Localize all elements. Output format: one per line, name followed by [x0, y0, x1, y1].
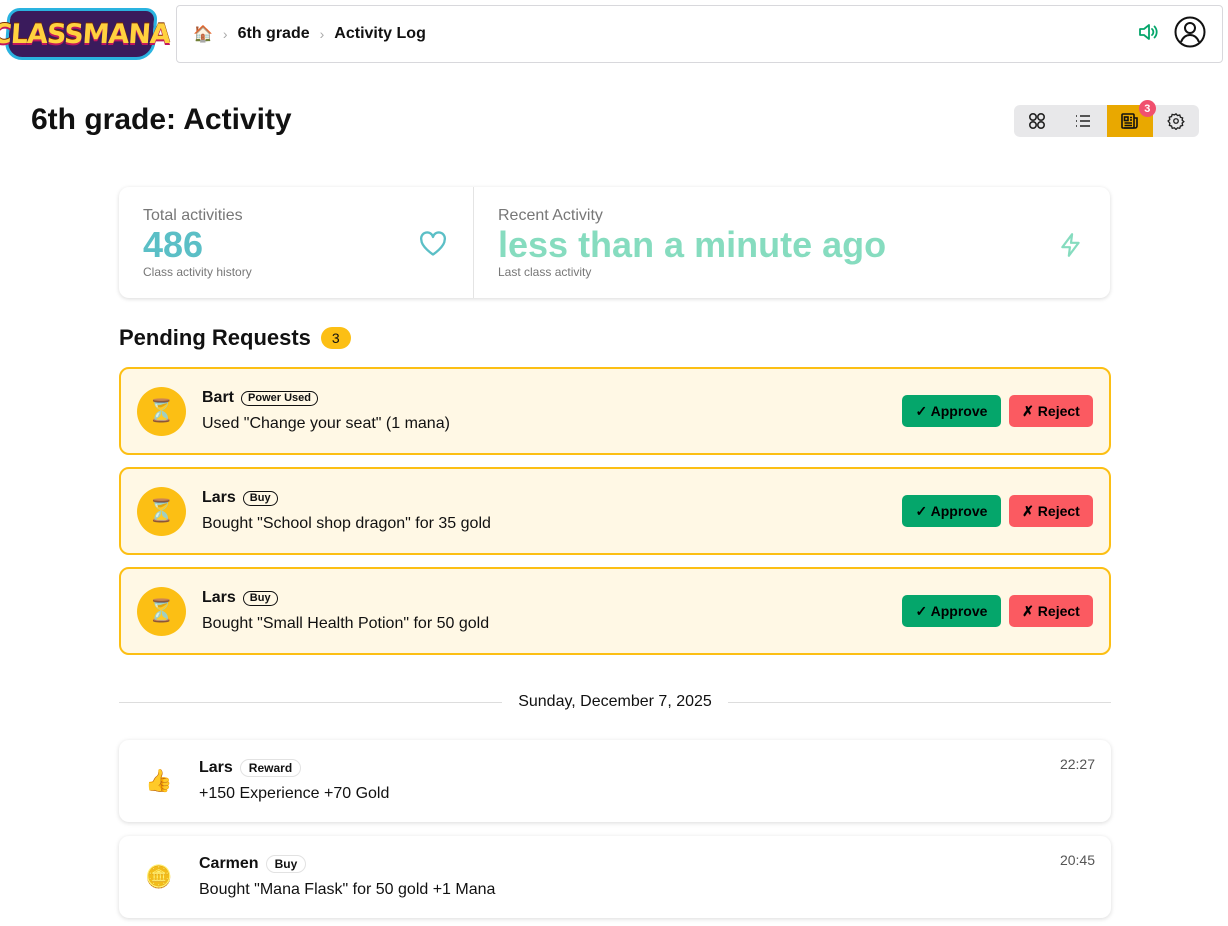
student-name: Lars [199, 759, 233, 776]
approve-button[interactable]: ✓ Approve [902, 395, 1001, 427]
top-bar: 🏠 › 6th grade › Activity Log [176, 5, 1223, 63]
student-name: Lars [202, 489, 236, 506]
grid-view-button[interactable] [1014, 105, 1060, 137]
breadcrumb: 🏠 › 6th grade › Activity Log [193, 24, 426, 44]
date-label: Sunday, December 7, 2025 [518, 693, 712, 710]
request-type-tag: Buy [242, 490, 278, 506]
breadcrumb-class[interactable]: 6th grade [237, 25, 310, 42]
feed-count-badge: 3 [1138, 100, 1156, 117]
breadcrumb-activity-log: Activity Log [334, 25, 426, 42]
settings-button[interactable] [1153, 105, 1199, 137]
section-title: Pending Requests [119, 325, 311, 350]
reject-button[interactable]: ✗ Reject [1009, 495, 1093, 527]
request-type-tag: Buy [242, 590, 278, 606]
pending-requests-header: Pending Requests 3 [119, 325, 351, 351]
recent-activity-stat: Recent Activity less than a minute ago L… [474, 187, 1110, 298]
stat-label: Total activities [143, 207, 243, 224]
user-profile-icon[interactable] [1174, 16, 1206, 53]
stat-label: Recent Activity [498, 207, 603, 224]
activity-description: +150 Experience +70 Gold [199, 785, 390, 802]
request-description: Used "Change your seat" (1 mana) [202, 415, 450, 432]
chevron-right-icon: › [319, 26, 325, 42]
activity-item: 🪙 Carmen Buy Bought "Mana Flask" for 50 g… [119, 836, 1111, 918]
activity-type-tag: Reward [239, 759, 302, 777]
home-icon[interactable]: 🏠 [193, 26, 213, 43]
reject-button[interactable]: ✗ Reject [1009, 595, 1093, 627]
pending-request: ⏳ Lars Buy Bought "School shop dragon" fo… [119, 467, 1111, 555]
request-description: Bought "School shop dragon" for 35 gold [202, 515, 491, 532]
list-view-button[interactable] [1060, 105, 1106, 137]
stat-value: less than a minute ago [498, 224, 887, 265]
student-name: Bart [202, 389, 235, 406]
hourglass-icon: ⏳ [137, 486, 186, 536]
request-description: Bought "Small Health Potion" for 50 gold [202, 615, 490, 632]
stat-description: Class activity history [143, 265, 252, 279]
activity-item: 👍 Lars Reward +150 Experience +70 Gold 22… [119, 740, 1111, 822]
request-type-tag: Power Used [241, 390, 318, 406]
date-divider: Sunday, December 7, 2025 [119, 693, 1112, 711]
activity-type-tag: Buy [265, 855, 307, 873]
student-name: Lars [202, 589, 236, 606]
heart-icon [419, 231, 447, 262]
page-title: 6th grade: Activity [31, 103, 292, 136]
hourglass-icon: ⏳ [137, 386, 186, 436]
coin-icon: 🪙 [145, 864, 173, 889]
stat-value: 486 [143, 224, 204, 265]
hourglass-icon: ⏳ [137, 586, 186, 636]
speaker-icon[interactable] [1136, 20, 1160, 49]
stat-description: Last class activity [498, 265, 592, 279]
approve-button[interactable]: ✓ Approve [902, 495, 1001, 527]
activity-time: 20:45 [1059, 852, 1095, 868]
reject-button[interactable]: ✗ Reject [1009, 395, 1093, 427]
activity-time: 22:27 [1059, 756, 1095, 772]
stats-card: Total activities 486 Class activity hist… [119, 187, 1110, 298]
chevron-right-icon: › [222, 26, 228, 42]
view-switcher: 3 [1014, 100, 1199, 137]
approve-button[interactable]: ✓ Approve [902, 595, 1001, 627]
pending-request: ⏳ Bart Power Used Used "Change your seat"… [119, 367, 1111, 455]
student-name: Carmen [199, 855, 259, 872]
feed-view-button[interactable]: 3 [1106, 100, 1156, 137]
pending-request: ⏳ Lars Buy Bought "Small Health Potion" f… [119, 567, 1111, 655]
thumbs-up-icon: 👍 [145, 768, 173, 793]
classmana-logo[interactable]: CLASSMANA [0, 8, 171, 60]
lightning-icon [1058, 231, 1084, 264]
total-activities-stat: Total activities 486 Class activity hist… [119, 187, 474, 298]
activity-description: Bought "Mana Flask" for 50 gold +1 Mana [199, 881, 496, 898]
pending-count-badge: 3 [320, 327, 351, 349]
